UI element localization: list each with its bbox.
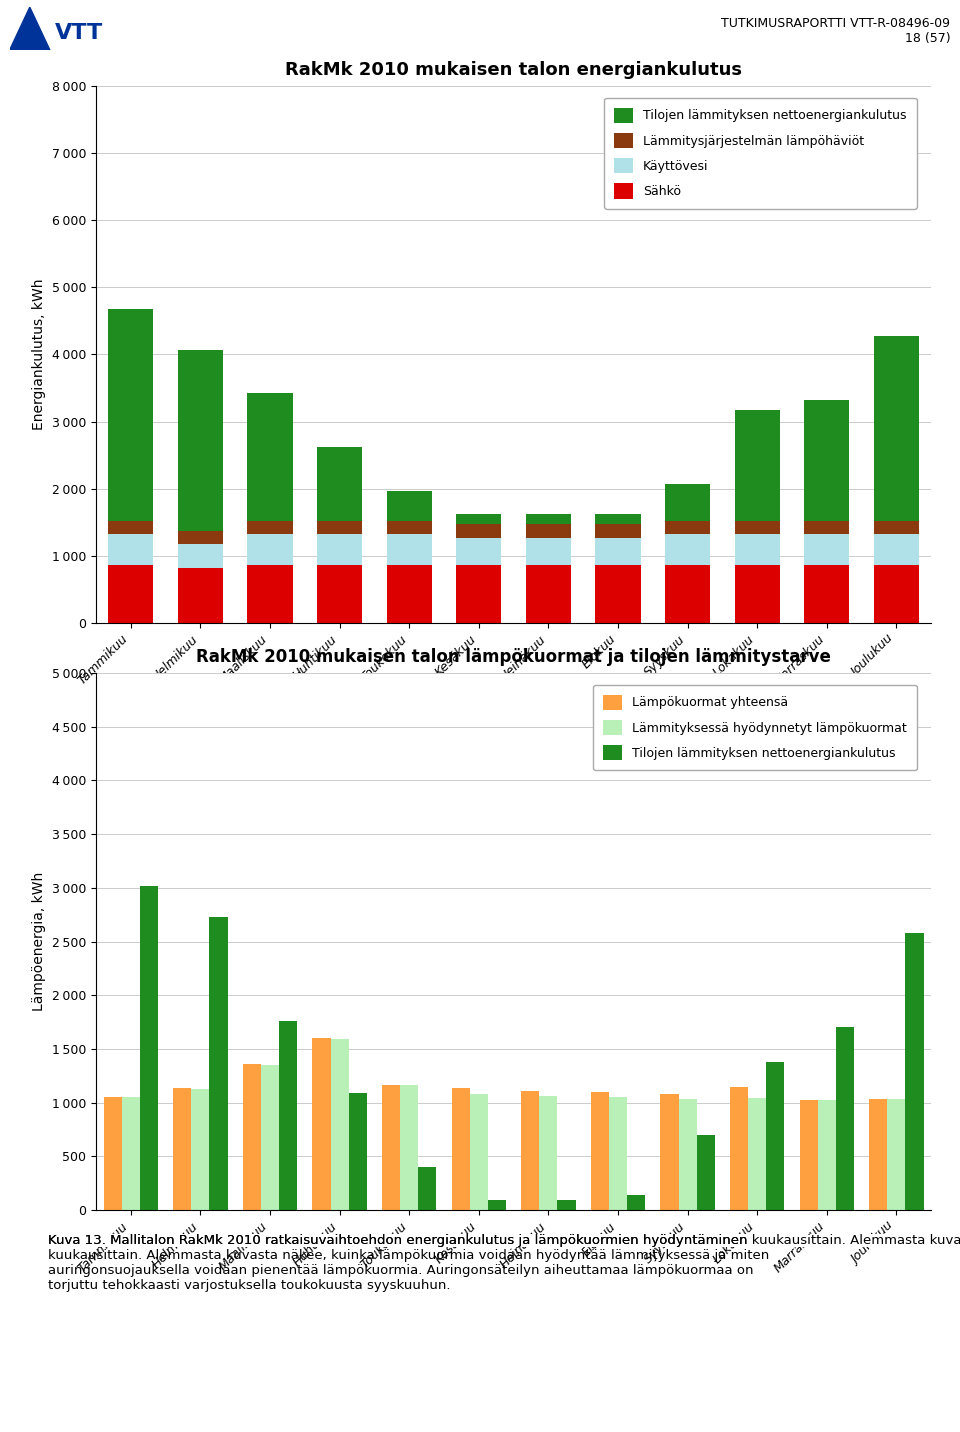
Bar xyxy=(526,514,571,524)
Bar xyxy=(887,1100,905,1210)
Bar xyxy=(804,534,850,564)
Bar xyxy=(874,534,919,564)
Bar xyxy=(330,1040,348,1210)
Bar xyxy=(400,1085,419,1210)
Bar xyxy=(540,1097,558,1210)
Bar xyxy=(456,524,501,537)
Bar xyxy=(595,564,640,623)
Y-axis label: Lämpöenergia, kWh: Lämpöenergia, kWh xyxy=(33,872,46,1011)
Bar xyxy=(800,1100,818,1210)
Bar xyxy=(627,1194,645,1210)
Bar xyxy=(526,537,571,564)
Bar xyxy=(804,400,850,521)
Bar xyxy=(456,564,501,623)
Bar xyxy=(679,1100,697,1210)
Bar xyxy=(734,534,780,564)
Bar xyxy=(804,564,850,623)
Bar xyxy=(178,531,223,544)
Bar xyxy=(595,524,640,537)
Bar xyxy=(191,1088,209,1210)
Bar xyxy=(609,1097,627,1210)
Bar xyxy=(317,447,362,521)
Bar xyxy=(248,534,293,564)
Bar xyxy=(248,394,293,521)
Bar xyxy=(387,521,432,534)
Text: 18 (57): 18 (57) xyxy=(904,32,950,44)
Bar xyxy=(451,1088,469,1210)
Text: TUTKIMUSRAPORTTI VTT-R-08496-09: TUTKIMUSRAPORTTI VTT-R-08496-09 xyxy=(721,17,950,30)
Bar xyxy=(108,564,154,623)
Bar xyxy=(248,521,293,534)
Bar xyxy=(734,410,780,521)
Text: VTT: VTT xyxy=(56,23,104,43)
Bar xyxy=(488,1200,506,1210)
Bar xyxy=(173,1088,191,1210)
Bar xyxy=(766,1063,784,1210)
Bar xyxy=(108,521,154,534)
Bar xyxy=(178,569,223,623)
Bar xyxy=(665,534,710,564)
Bar xyxy=(317,564,362,623)
Bar xyxy=(804,521,850,534)
Bar xyxy=(818,1100,836,1210)
Bar xyxy=(905,934,924,1210)
Bar xyxy=(108,309,154,521)
Bar xyxy=(387,491,432,521)
Bar xyxy=(178,544,223,569)
Bar xyxy=(836,1028,854,1210)
Legend: Tilojen lämmityksen nettoenergiankulutus, Lämmitysjärjestelmän lämpöhäviöt, Käyt: Tilojen lämmityksen nettoenergiankulutus… xyxy=(605,97,917,209)
Bar xyxy=(387,564,432,623)
Bar xyxy=(526,564,571,623)
Text: Kuva 13. Mallitalon RakMk 2010 ratkaisuvaihtoehdon energiankulutus ja lämpökuorm: Kuva 13. Mallitalon RakMk 2010 ratkaisuv… xyxy=(48,1234,769,1293)
Bar xyxy=(317,521,362,534)
Bar xyxy=(312,1038,330,1210)
Bar xyxy=(748,1098,766,1210)
Bar xyxy=(317,534,362,564)
Bar xyxy=(734,521,780,534)
Bar xyxy=(734,564,780,623)
Bar xyxy=(665,521,710,534)
Bar xyxy=(665,484,710,521)
Bar xyxy=(178,349,223,531)
Bar xyxy=(248,564,293,623)
Bar xyxy=(387,534,432,564)
Bar xyxy=(469,1094,488,1210)
Bar xyxy=(590,1091,609,1210)
Text: Kuva 13. Mallitalon RakMk 2010 ratkaisuvaihtoehdon energiankulutus ja lämpökuorm: Kuva 13. Mallitalon RakMk 2010 ratkaisuv… xyxy=(48,1234,960,1247)
Bar xyxy=(595,537,640,564)
Bar xyxy=(104,1097,122,1210)
Title: RakMk 2010 mukaisen talon lämpökuormat ja tilojen lämmitystarve: RakMk 2010 mukaisen talon lämpökuormat j… xyxy=(196,647,831,666)
Bar xyxy=(456,537,501,564)
Bar xyxy=(869,1100,887,1210)
Bar xyxy=(665,564,710,623)
Bar xyxy=(595,514,640,524)
Bar xyxy=(558,1200,576,1210)
Y-axis label: Energiankulutus, kWh: Energiankulutus, kWh xyxy=(33,279,46,430)
Bar xyxy=(348,1093,367,1210)
Bar xyxy=(419,1167,437,1210)
Polygon shape xyxy=(10,7,50,50)
Bar xyxy=(261,1065,279,1210)
Bar xyxy=(279,1021,298,1210)
Bar xyxy=(660,1094,679,1210)
Bar xyxy=(140,885,158,1210)
Bar xyxy=(730,1087,748,1210)
Bar xyxy=(382,1085,400,1210)
Legend: Lämpökuormat yhteensä, Lämmityksessä hyödynnetyt lämpökuormat, Tilojen lämmityks: Lämpökuormat yhteensä, Lämmityksessä hyö… xyxy=(593,684,917,770)
Bar xyxy=(243,1064,261,1210)
Bar xyxy=(526,524,571,537)
Bar xyxy=(874,564,919,623)
Bar xyxy=(209,916,228,1210)
Bar xyxy=(874,337,919,521)
Bar xyxy=(521,1091,540,1210)
Bar xyxy=(874,521,919,534)
Title: RakMk 2010 mukaisen talon energiankulutus: RakMk 2010 mukaisen talon energiankulutu… xyxy=(285,60,742,79)
Bar xyxy=(456,514,501,524)
Bar xyxy=(697,1134,715,1210)
Bar xyxy=(108,534,154,564)
Bar xyxy=(122,1097,140,1210)
